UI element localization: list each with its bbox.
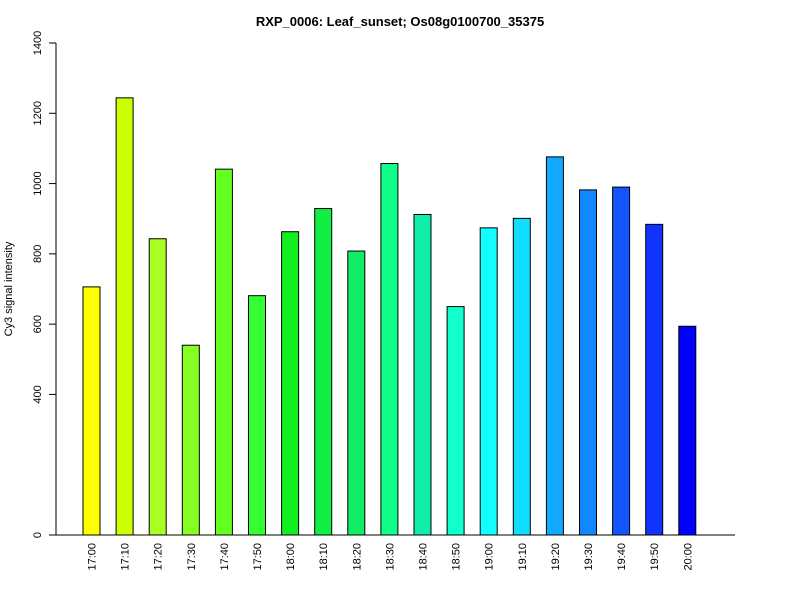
x-tick-label: 18:40 [418, 543, 430, 571]
x-tick-label: 18:00 [285, 543, 297, 571]
bar-1840 [413, 213, 432, 536]
x-axis-tick-labels: 17:00 17:10 17:20 17:30 17:40 17:50 18:00 18:10… [87, 543, 695, 571]
x-tick-label: 18:10 [318, 543, 330, 571]
bar-1740 [214, 168, 233, 536]
bar-1850 [446, 306, 465, 536]
x-tick-label: 17:50 [252, 543, 264, 571]
bar-1940 [612, 186, 631, 536]
x-tick-label: 19:50 [649, 543, 661, 571]
y-tick-label: 1000 [32, 171, 44, 195]
x-tick-label: 17:20 [153, 543, 165, 571]
x-tick-label: 17:10 [120, 543, 132, 571]
y-tick-label: 0 [32, 532, 44, 538]
x-tick-label: 19:40 [616, 543, 628, 571]
x-tick-label: 19:10 [517, 543, 529, 571]
chart-title: RXP_0006: Leaf_sunset; Os08g0100700_3537… [256, 14, 544, 29]
bar-1930 [579, 189, 597, 536]
bar-1810 [314, 208, 333, 536]
bar-1920 [545, 156, 564, 536]
y-tick-label: 800 [32, 245, 44, 263]
bars-group [82, 97, 697, 536]
x-tick-label: 17:30 [186, 543, 198, 571]
y-tick-label: 1400 [32, 31, 44, 55]
bar-1830 [380, 163, 399, 536]
bar-1720 [148, 238, 167, 536]
bar-1750 [248, 295, 266, 536]
x-tick-label: 18:20 [351, 543, 363, 571]
y-tick-label: 400 [32, 385, 44, 403]
y-axis-label: Cy3 signal intensity [3, 241, 15, 336]
bar-1820 [347, 250, 366, 536]
bar-1700 [82, 286, 101, 536]
bar-1900 [479, 227, 498, 536]
y-tick-label: 600 [32, 315, 44, 333]
y-tick-label: 1200 [32, 101, 44, 125]
bar-1950 [645, 223, 664, 536]
y-axis-ticks: 0 400 600 800 1000 1200 1400 [32, 31, 56, 538]
bar-1800 [281, 231, 300, 536]
x-tick-label: 18:50 [451, 543, 463, 571]
x-tick-label: 19:30 [583, 543, 595, 571]
x-tick-label: 17:40 [219, 543, 231, 571]
x-tick-label: 19:00 [484, 543, 496, 571]
x-tick-label: 19:20 [550, 543, 562, 571]
bar-2000 [678, 325, 697, 536]
bar-1910 [512, 217, 531, 536]
bar-1710 [115, 97, 134, 536]
x-tick-label: 17:00 [87, 543, 99, 571]
bar-1730 [181, 344, 200, 536]
x-tick-label: 18:30 [384, 543, 396, 571]
x-tick-label: 20:00 [682, 543, 694, 571]
